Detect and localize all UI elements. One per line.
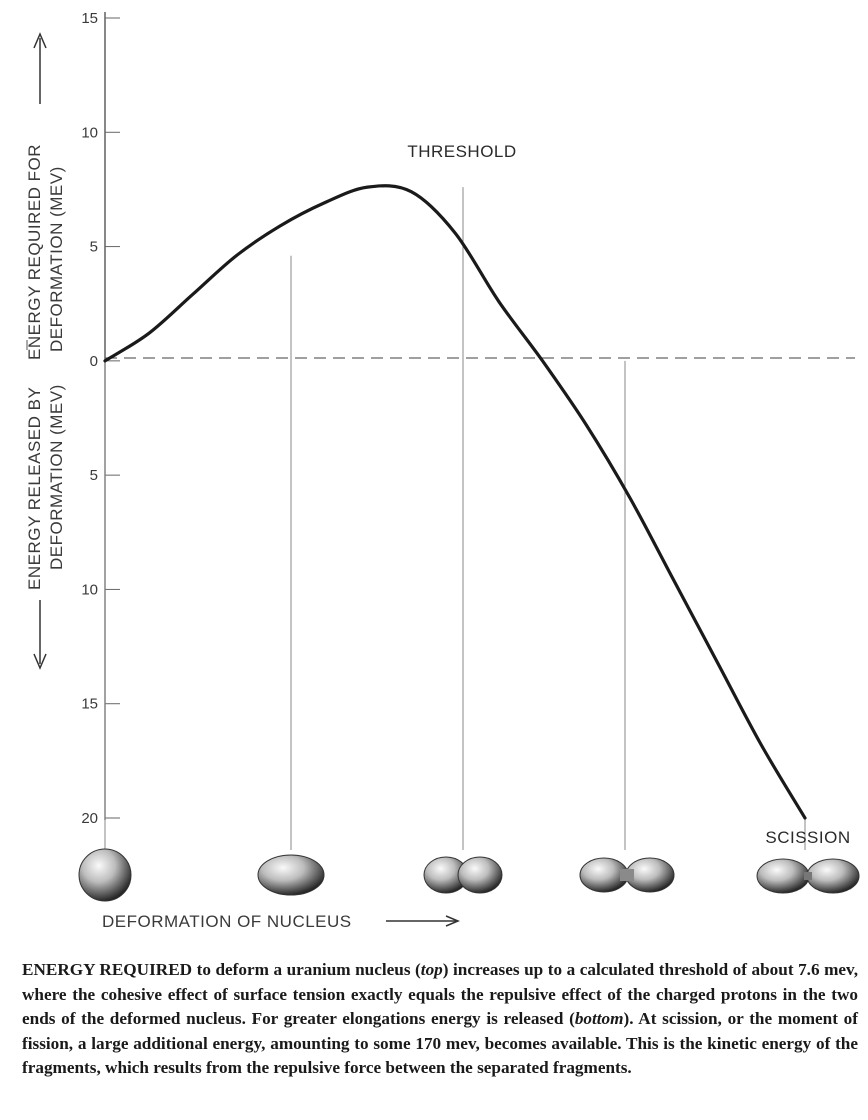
figure-caption: ENERGY REQUIRED to deform a uranium nucl… — [22, 958, 858, 1081]
nucleus-sphere-icon — [78, 848, 132, 902]
y-axis-title-bottom-line1: ENERGY RELEASED BY — [25, 387, 44, 590]
down-arrow-icon — [33, 653, 47, 670]
nucleus-scission-icon — [756, 858, 860, 894]
nucleus-necked-icon — [579, 857, 675, 893]
y-tick-label: 10 — [81, 581, 98, 598]
y-tick-label: 20 — [81, 810, 98, 827]
y-tick-label: 10 — [81, 124, 98, 141]
y-axis-title-group: ENERGY REQUIRED FOR DEFORMATION (MEV) EN… — [25, 32, 66, 670]
nucleus-threshold-icon — [423, 856, 503, 894]
up-arrow-icon — [33, 32, 47, 49]
caption-part2: ) increases up to a calculated threshold… — [22, 960, 859, 1028]
nucleus-elongated-icon — [257, 854, 325, 896]
threshold-label: THRESHOLD — [407, 142, 516, 161]
x-axis-arrow-icon — [386, 915, 460, 927]
energy-curve — [103, 184, 807, 820]
y-tick-label: 15 — [81, 696, 98, 713]
reference-lines — [104, 187, 806, 850]
y-axis-ticks: 15 10 5 0 5 10 15 20 — [81, 10, 120, 827]
y-tick-label: 0 — [90, 353, 98, 370]
y-axis-title-top-line1: ENERGY REQUIRED FOR — [25, 144, 44, 360]
caption-bottom-word: bottom — [574, 1009, 624, 1028]
x-axis-title: DEFORMATION OF NUCLEUS — [102, 912, 352, 931]
y-axis-title-top-line2: DEFORMATION (MEV) — [47, 166, 66, 352]
caption-lead: ENERGY REQUIRED — [22, 960, 193, 979]
y-tick-label: 5 — [90, 239, 98, 256]
y-tick-label: 15 — [81, 10, 98, 27]
energy-deformation-chart: 15 10 5 0 5 10 15 20 ENERGY REQUIRED FOR DEFORM… — [25, 10, 860, 931]
caption-part3: ). At scission, or the moment of fission… — [22, 1009, 858, 1077]
scission-label: SCISSION — [765, 828, 850, 847]
y-axis-title-bottom-line2: DEFORMATION (MEV) — [47, 384, 66, 570]
caption-top-word: top — [420, 960, 443, 979]
y-tick-label: 5 — [90, 467, 98, 484]
caption-part1: to deform a uranium nucleus ( — [192, 960, 421, 979]
